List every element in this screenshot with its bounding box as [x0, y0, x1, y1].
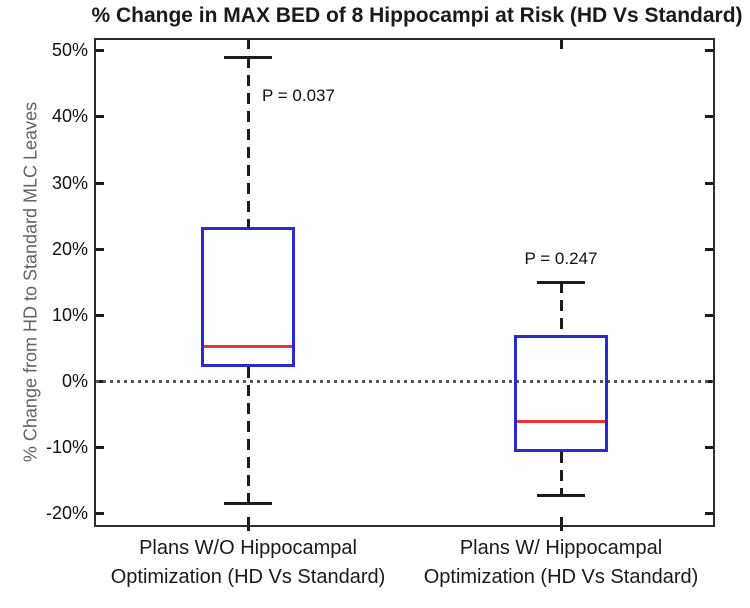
chart-title: % Change in MAX BED of 8 Hippocampi at R…	[91, 4, 743, 27]
y-tick-label: 20%	[51, 238, 88, 259]
upper-whisker-cap	[224, 55, 272, 59]
lower-whisker-cap	[224, 502, 272, 506]
plot-area: P = 0.037 P = 0.247	[94, 38, 715, 531]
y-tick-label: -20%	[45, 503, 88, 524]
y-tick-mark	[705, 313, 713, 317]
upper-whisker	[560, 281, 563, 335]
y-tick-label: -10%	[45, 437, 88, 458]
y-tick-mark	[96, 313, 104, 317]
y-tick-mark	[705, 181, 713, 185]
y-tick-mark	[96, 247, 104, 251]
p-value-label: P = 0.247	[524, 248, 598, 268]
y-tick-mark	[705, 115, 713, 119]
y-tick-label: 10%	[51, 304, 88, 325]
y-tick-mark	[705, 49, 713, 53]
lower-whisker	[247, 367, 250, 504]
upper-whisker	[247, 56, 250, 227]
iqr-box	[201, 226, 295, 368]
median-line	[517, 419, 605, 423]
x-category-label: Plans W/O Hippocampal Optimization (HD Vs…	[78, 534, 418, 592]
x-tick-mark-top	[560, 40, 563, 49]
y-tick-mark	[96, 446, 104, 450]
p-value-label: P = 0.037	[262, 85, 335, 105]
y-tick-mark	[705, 247, 713, 251]
y-tick-label: 50%	[51, 40, 88, 61]
y-tick-mark	[96, 512, 104, 516]
x-category-label-line: Plans W/O Hippocampal	[139, 537, 357, 559]
y-tick-mark	[705, 512, 713, 516]
x-category-label-line: Optimization (HD Vs Standard)	[110, 566, 386, 588]
median-line	[204, 344, 292, 348]
x-tick-mark-bottom	[247, 517, 250, 531]
x-category-label: Plans W/ Hippocampal Optimization (HD Vs …	[391, 534, 731, 592]
y-tick-label: 0%	[61, 371, 88, 391]
x-category-label-line: Optimization (HD Vs Standard)	[423, 566, 699, 588]
lower-whisker-cap	[537, 494, 585, 498]
upper-whisker-cap	[537, 280, 585, 284]
x-tick-mark-bottom	[560, 517, 563, 531]
y-tick-label: 40%	[51, 106, 88, 127]
y-tick-mark	[96, 115, 104, 119]
y-tick-mark	[96, 181, 104, 185]
y-axis-label: % Change from HD to Standard MLC Leaves	[20, 101, 41, 463]
y-tick-label: 30%	[51, 172, 88, 193]
lower-whisker	[560, 452, 563, 496]
y-tick-mark	[96, 49, 104, 53]
y-tick-mark	[705, 446, 713, 450]
iqr-box	[514, 334, 608, 453]
x-category-label-line: Plans W/ Hippocampal	[459, 537, 663, 559]
x-tick-mark-top	[247, 40, 250, 49]
zero-reference-line	[96, 380, 713, 383]
